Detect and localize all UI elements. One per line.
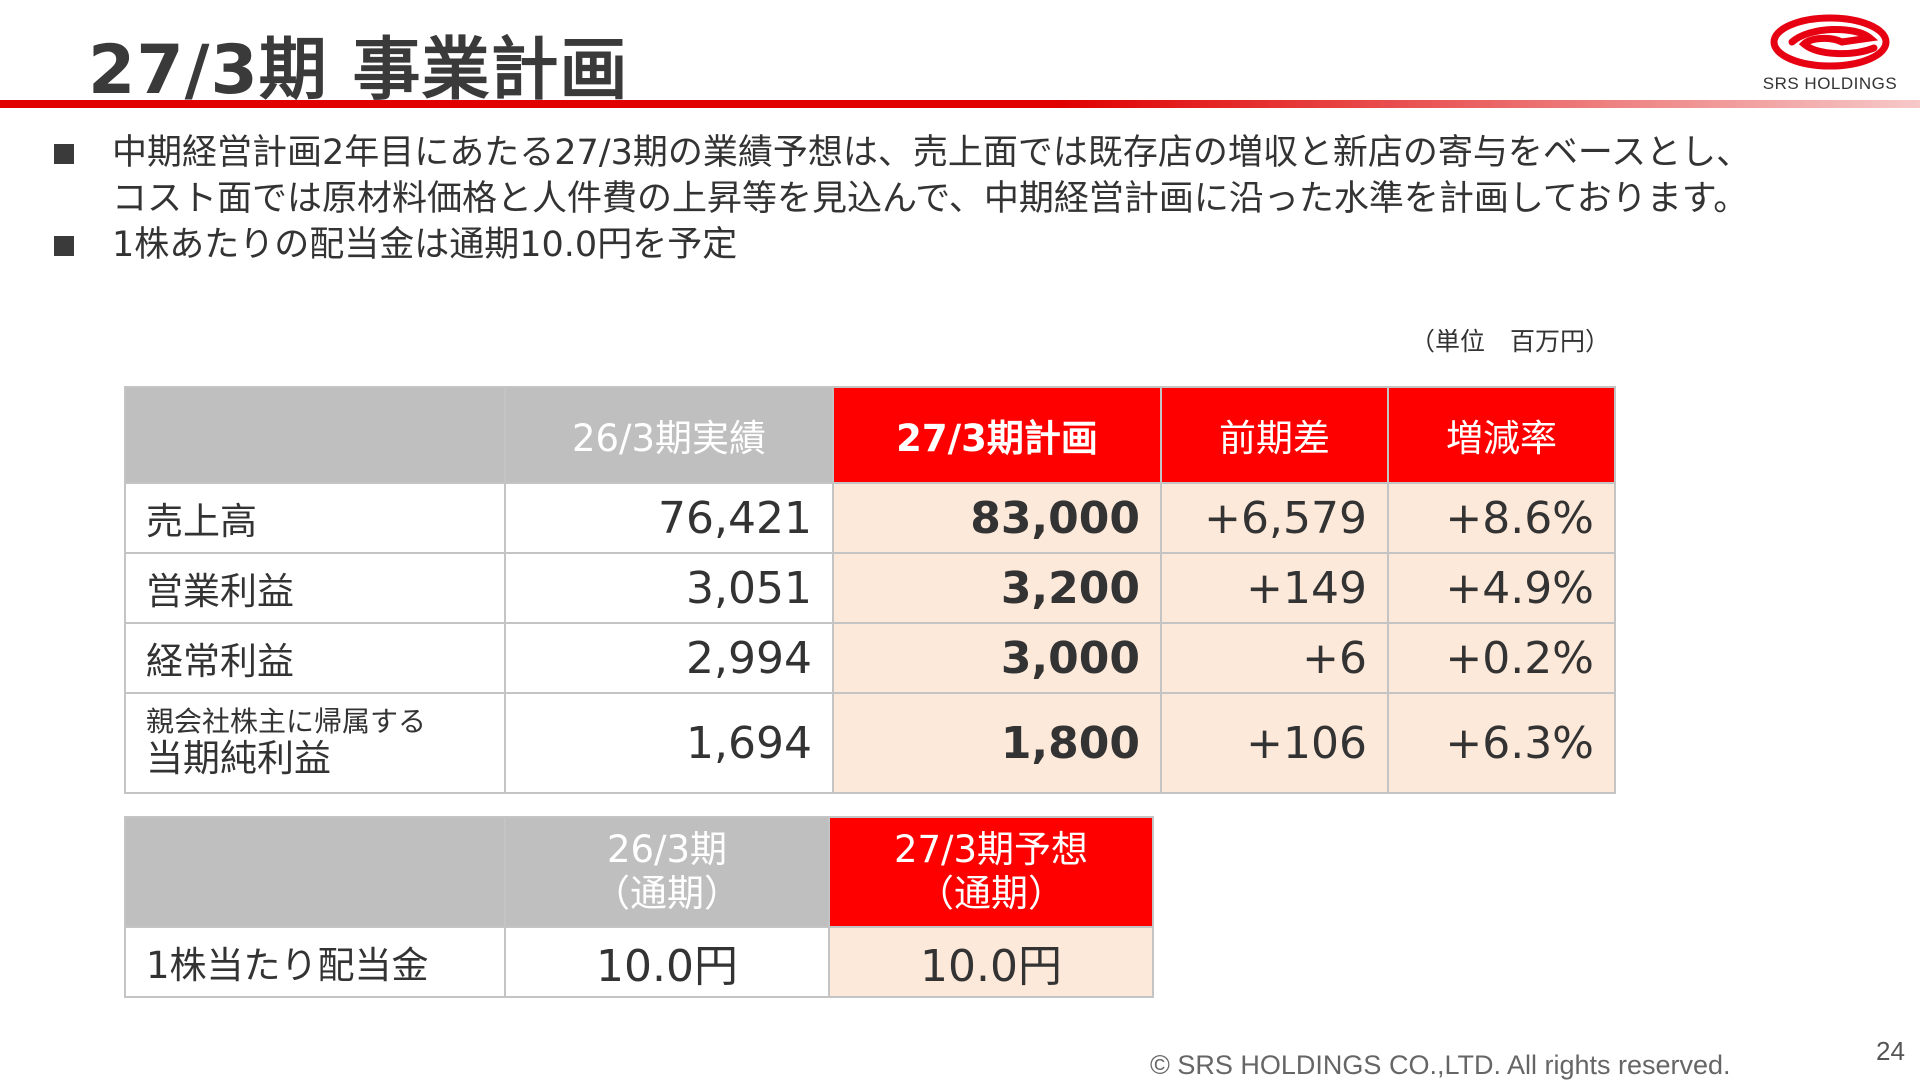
row-label: 営業利益 xyxy=(124,552,506,624)
company-logo: SRS HOLDINGS xyxy=(1762,12,1898,96)
header-diff: 前期差 xyxy=(1160,386,1389,484)
table-row: 経常利益 2,994 3,000 +6 +0.2% xyxy=(124,622,1616,694)
header-actual: 26/3期実績 xyxy=(504,386,834,484)
plan-value: 3,000 xyxy=(832,622,1162,694)
row-label-main: 当期純利益 xyxy=(146,737,331,780)
copyright: © SRS HOLDINGS CO.,LTD. All rights reser… xyxy=(1150,1050,1731,1080)
row-label: 売上高 xyxy=(124,482,506,554)
row-label-prefix: 親会社株主に帰属する xyxy=(146,705,427,738)
bullet-text: 中期経営計画2年目にあたる27/3期の業績予想は、売上面では既存店の増収と新店の… xyxy=(112,133,1752,219)
actual-value: 2,994 xyxy=(504,622,834,694)
page-number: 24 xyxy=(1876,1036,1905,1066)
rate-value: +6.3% xyxy=(1387,692,1616,794)
plan-value: 1,800 xyxy=(832,692,1162,794)
table-row: 営業利益 3,051 3,200 +149 +4.9% xyxy=(124,552,1616,624)
logo-text: SRS HOLDINGS xyxy=(1762,74,1898,93)
square-bullet-icon xyxy=(54,144,74,164)
rate-value: +8.6% xyxy=(1387,482,1616,554)
bullet-item: 中期経営計画2年目にあたる27/3期の業績予想は、売上面では既存店の増収と新店の… xyxy=(50,130,1850,222)
title-underline xyxy=(0,100,1920,108)
page-title: 27/3期 事業計画 xyxy=(88,31,629,110)
rate-value: +0.2% xyxy=(1387,622,1616,694)
dividend-prev-value: 10.0円 xyxy=(504,926,830,998)
table-row: 1株当たり配当金 10.0円 10.0円 xyxy=(124,926,1154,998)
header-line: （通期） xyxy=(593,872,741,915)
bullet-text: 1株あたりの配当金は通期10.0円を予定 xyxy=(112,225,738,265)
bullet-item: 1株あたりの配当金は通期10.0円を予定 xyxy=(50,222,1850,268)
unit-label: （単位 百万円） xyxy=(1409,327,1610,356)
header-blank xyxy=(124,386,506,484)
table-row: 売上高 76,421 83,000 +6,579 +8.6% xyxy=(124,482,1616,554)
diff-value: +106 xyxy=(1160,692,1389,794)
srs-logo-icon xyxy=(1770,14,1890,70)
actual-value: 76,421 xyxy=(504,482,834,554)
plan-table: 26/3期実績 27/3期計画 前期差 増減率 売上高 76,421 83,00… xyxy=(124,386,1616,794)
table-row: 親会社株主に帰属する 当期純利益 1,694 1,800 +106 +6.3% xyxy=(124,692,1616,794)
plan-value: 3,200 xyxy=(832,552,1162,624)
row-label: 親会社株主に帰属する 当期純利益 xyxy=(124,692,506,794)
dividend-table: 26/3期 （通期） 27/3期予想 （通期） 1株当たり配当金 10.0円 1… xyxy=(124,816,1154,998)
header-line: 27/3期予想 xyxy=(893,828,1089,871)
header-line: 26/3期 xyxy=(606,828,728,871)
rate-value: +4.9% xyxy=(1387,552,1616,624)
header-rate: 増減率 xyxy=(1387,386,1616,484)
row-label: 1株当たり配当金 xyxy=(124,926,506,998)
table-header-row: 26/3期実績 27/3期計画 前期差 増減率 xyxy=(124,386,1616,484)
diff-value: +6 xyxy=(1160,622,1389,694)
dividend-forecast-value: 10.0円 xyxy=(828,926,1154,998)
diff-value: +149 xyxy=(1160,552,1389,624)
header-blank xyxy=(124,816,506,928)
header-line: （通期） xyxy=(917,872,1065,915)
header-prev-year: 26/3期 （通期） xyxy=(504,816,830,928)
actual-value: 3,051 xyxy=(504,552,834,624)
header-forecast: 27/3期予想 （通期） xyxy=(828,816,1154,928)
bullet-list: 中期経営計画2年目にあたる27/3期の業績予想は、売上面では既存店の増収と新店の… xyxy=(50,130,1850,268)
square-bullet-icon xyxy=(54,236,74,256)
diff-value: +6,579 xyxy=(1160,482,1389,554)
actual-value: 1,694 xyxy=(504,692,834,794)
table-header-row: 26/3期 （通期） 27/3期予想 （通期） xyxy=(124,816,1154,928)
row-label: 経常利益 xyxy=(124,622,506,694)
header-plan: 27/3期計画 xyxy=(832,386,1162,484)
plan-value: 83,000 xyxy=(832,482,1162,554)
